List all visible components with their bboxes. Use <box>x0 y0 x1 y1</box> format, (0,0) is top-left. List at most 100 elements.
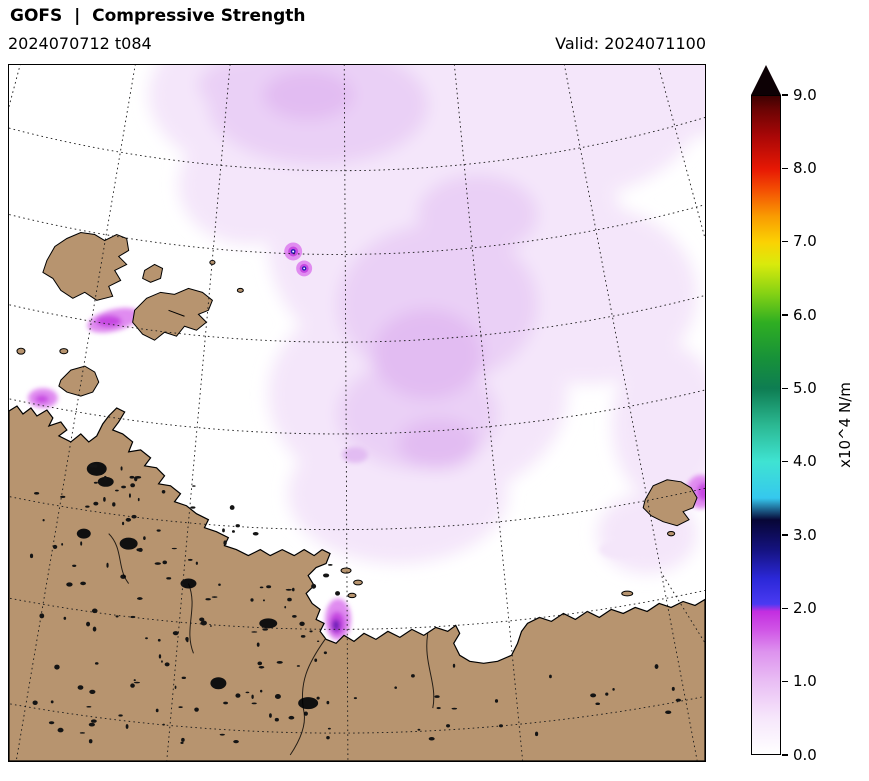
figure-title: GOFS | Compressive Strength <box>10 6 306 26</box>
lake-speckle <box>106 562 109 568</box>
lake-speckle <box>155 708 159 713</box>
colorbar-tick: 4.0 <box>782 453 817 471</box>
lake-speckle <box>327 727 331 730</box>
tick-label: 4.0 <box>793 452 817 471</box>
lake-speckle <box>353 697 357 700</box>
lake-speckle <box>57 727 64 733</box>
lake-speckle <box>32 700 38 706</box>
ice-field <box>148 65 705 574</box>
lake-speckle <box>194 707 199 712</box>
lake-speckle <box>288 715 295 720</box>
lake-speckle <box>52 544 58 549</box>
lake-speckle <box>252 532 259 536</box>
tick-mark <box>782 167 788 169</box>
colorbar-extend-arrow <box>751 65 781 95</box>
lake-speckle <box>42 518 45 522</box>
graticule-parallel <box>9 695 705 734</box>
lake-speckle <box>284 605 287 609</box>
lake-speckle <box>257 661 263 666</box>
lake-speckle <box>130 483 136 488</box>
lake-speckle <box>323 651 327 655</box>
lake-speckle <box>211 596 218 598</box>
lake-speckle <box>190 506 196 509</box>
tick-label: 2.0 <box>793 598 817 617</box>
graticule-segment <box>662 575 705 644</box>
lake-speckle <box>229 505 235 510</box>
valid-label: Valid: 2024071100 <box>555 34 706 53</box>
tick-label: 5.0 <box>793 378 817 397</box>
lake-speckle <box>231 530 235 533</box>
lake-speckle <box>137 497 140 502</box>
lake-speckle <box>77 685 84 690</box>
graticule-parallel <box>9 487 705 531</box>
lake-speckle <box>93 481 98 484</box>
lake-speckle <box>245 691 250 694</box>
lake-speckle <box>79 732 85 734</box>
lake-speckle <box>218 583 221 586</box>
lake-speckle <box>137 597 143 600</box>
lake-speckle <box>605 692 609 696</box>
tick-label: 9.0 <box>793 85 817 104</box>
lake-speckle <box>311 583 317 589</box>
lake-speckle <box>164 662 170 667</box>
lake-speckle <box>86 705 92 708</box>
land-mainland <box>9 405 705 761</box>
lake-speckle <box>452 663 456 668</box>
lake-speckle <box>287 597 292 602</box>
lake-speckle <box>256 642 260 647</box>
graticule-parallel <box>9 589 705 630</box>
lake-speckle <box>394 686 397 689</box>
lake-speckle <box>157 638 161 642</box>
colorbar-tick: 1.0 <box>782 673 817 691</box>
lake-speckle <box>181 676 186 680</box>
lake-speckle <box>162 560 168 565</box>
lake-speckle <box>595 702 601 706</box>
colorbar-tick: 2.0 <box>782 599 817 617</box>
lake-speckle <box>291 587 295 592</box>
lake-speckle <box>296 665 300 667</box>
lake-speckle <box>309 630 313 633</box>
lake-speckle <box>205 598 211 601</box>
tick-label: 8.0 <box>793 158 817 177</box>
lake-speckle <box>285 588 292 591</box>
run-label: 2024070712 t084 <box>8 34 152 53</box>
lake-speckle <box>161 489 166 494</box>
lake-speckle <box>274 693 281 699</box>
lake-speckle <box>199 617 205 622</box>
lake-speckle <box>121 485 126 489</box>
lake-speckle <box>88 722 95 727</box>
lake-speckle <box>326 700 330 705</box>
lake-speckle <box>494 699 499 703</box>
lake-speckle <box>89 689 96 694</box>
tick-mark <box>782 314 788 316</box>
colorbar-tick: 3.0 <box>782 526 817 544</box>
lake-speckle <box>129 475 135 479</box>
lake-speckle <box>316 696 320 700</box>
lake-speckle <box>186 639 189 643</box>
lake-speckle <box>451 707 458 710</box>
lake-speckle <box>314 658 318 662</box>
lake-speckle <box>136 548 142 552</box>
islands <box>16 232 698 599</box>
colorbar-tick: 8.0 <box>782 159 817 177</box>
lake-speckle <box>292 615 297 618</box>
graticule-parallel <box>9 389 705 435</box>
lake-speckle <box>158 654 162 659</box>
lake-speckle <box>251 694 254 699</box>
lake-speckle <box>262 628 268 631</box>
lake-speckle <box>266 585 272 589</box>
lake-speckle <box>300 634 306 638</box>
lake-speckle <box>86 621 91 627</box>
lake-speckle <box>235 693 241 698</box>
lake-speckle <box>327 563 333 566</box>
lake-speckle <box>103 475 107 481</box>
lake-speckle <box>156 529 161 532</box>
lake-speckle <box>209 625 212 627</box>
graticule-meridian <box>343 65 349 761</box>
ice-twin-spots <box>284 242 313 277</box>
lake-speckle <box>251 631 258 633</box>
lake-speckle <box>174 685 177 690</box>
colorbar-ticks: 0.0 1.0 2.0 3.0 4.0 5.0 6.0 7.0 8.0 9.0 <box>782 87 862 762</box>
lake-speckle <box>93 501 99 506</box>
